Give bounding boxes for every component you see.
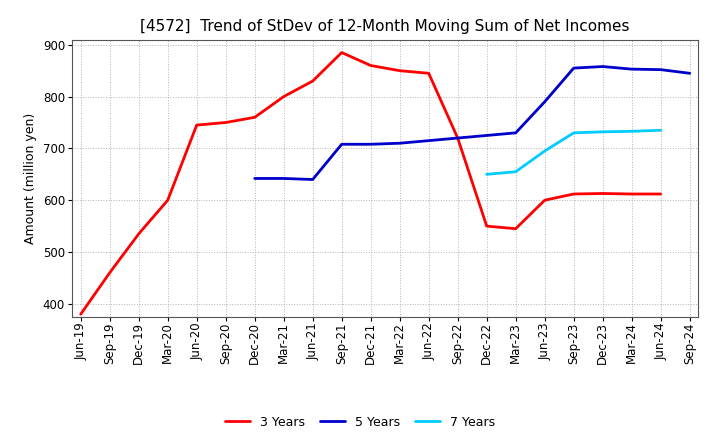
5 Years xyxy=(338,142,346,147)
7 Years xyxy=(482,172,491,177)
5 Years xyxy=(657,67,665,72)
3 Years xyxy=(657,191,665,197)
3 Years xyxy=(541,198,549,203)
3 Years xyxy=(279,94,288,99)
3 Years xyxy=(135,231,143,237)
5 Years xyxy=(454,136,462,141)
Line: 7 Years: 7 Years xyxy=(487,130,661,174)
3 Years xyxy=(76,312,85,317)
7 Years xyxy=(570,130,578,136)
5 Years xyxy=(279,176,288,181)
3 Years xyxy=(163,198,172,203)
Line: 5 Years: 5 Years xyxy=(255,66,690,180)
3 Years xyxy=(511,226,520,231)
3 Years xyxy=(105,270,114,275)
7 Years xyxy=(657,128,665,133)
3 Years xyxy=(251,115,259,120)
7 Years xyxy=(598,129,607,135)
3 Years xyxy=(482,224,491,229)
Title: [4572]  Trend of StDev of 12-Month Moving Sum of Net Incomes: [4572] Trend of StDev of 12-Month Moving… xyxy=(140,19,630,34)
3 Years xyxy=(338,50,346,55)
3 Years xyxy=(570,191,578,197)
3 Years xyxy=(192,122,201,128)
3 Years xyxy=(308,78,317,84)
3 Years xyxy=(454,136,462,141)
5 Years xyxy=(366,142,375,147)
5 Years xyxy=(482,133,491,138)
5 Years xyxy=(511,130,520,136)
Line: 3 Years: 3 Years xyxy=(81,52,661,314)
3 Years xyxy=(395,68,404,73)
7 Years xyxy=(541,148,549,154)
3 Years xyxy=(221,120,230,125)
5 Years xyxy=(541,99,549,104)
5 Years xyxy=(570,66,578,71)
5 Years xyxy=(424,138,433,143)
5 Years xyxy=(598,64,607,69)
Y-axis label: Amount (million yen): Amount (million yen) xyxy=(24,113,37,244)
5 Years xyxy=(395,141,404,146)
5 Years xyxy=(308,177,317,182)
3 Years xyxy=(627,191,636,197)
3 Years xyxy=(424,71,433,76)
7 Years xyxy=(627,128,636,134)
7 Years xyxy=(511,169,520,174)
3 Years xyxy=(366,63,375,68)
5 Years xyxy=(685,71,694,76)
Legend: 3 Years, 5 Years, 7 Years: 3 Years, 5 Years, 7 Years xyxy=(220,411,500,434)
5 Years xyxy=(627,66,636,72)
5 Years xyxy=(251,176,259,181)
3 Years xyxy=(598,191,607,196)
